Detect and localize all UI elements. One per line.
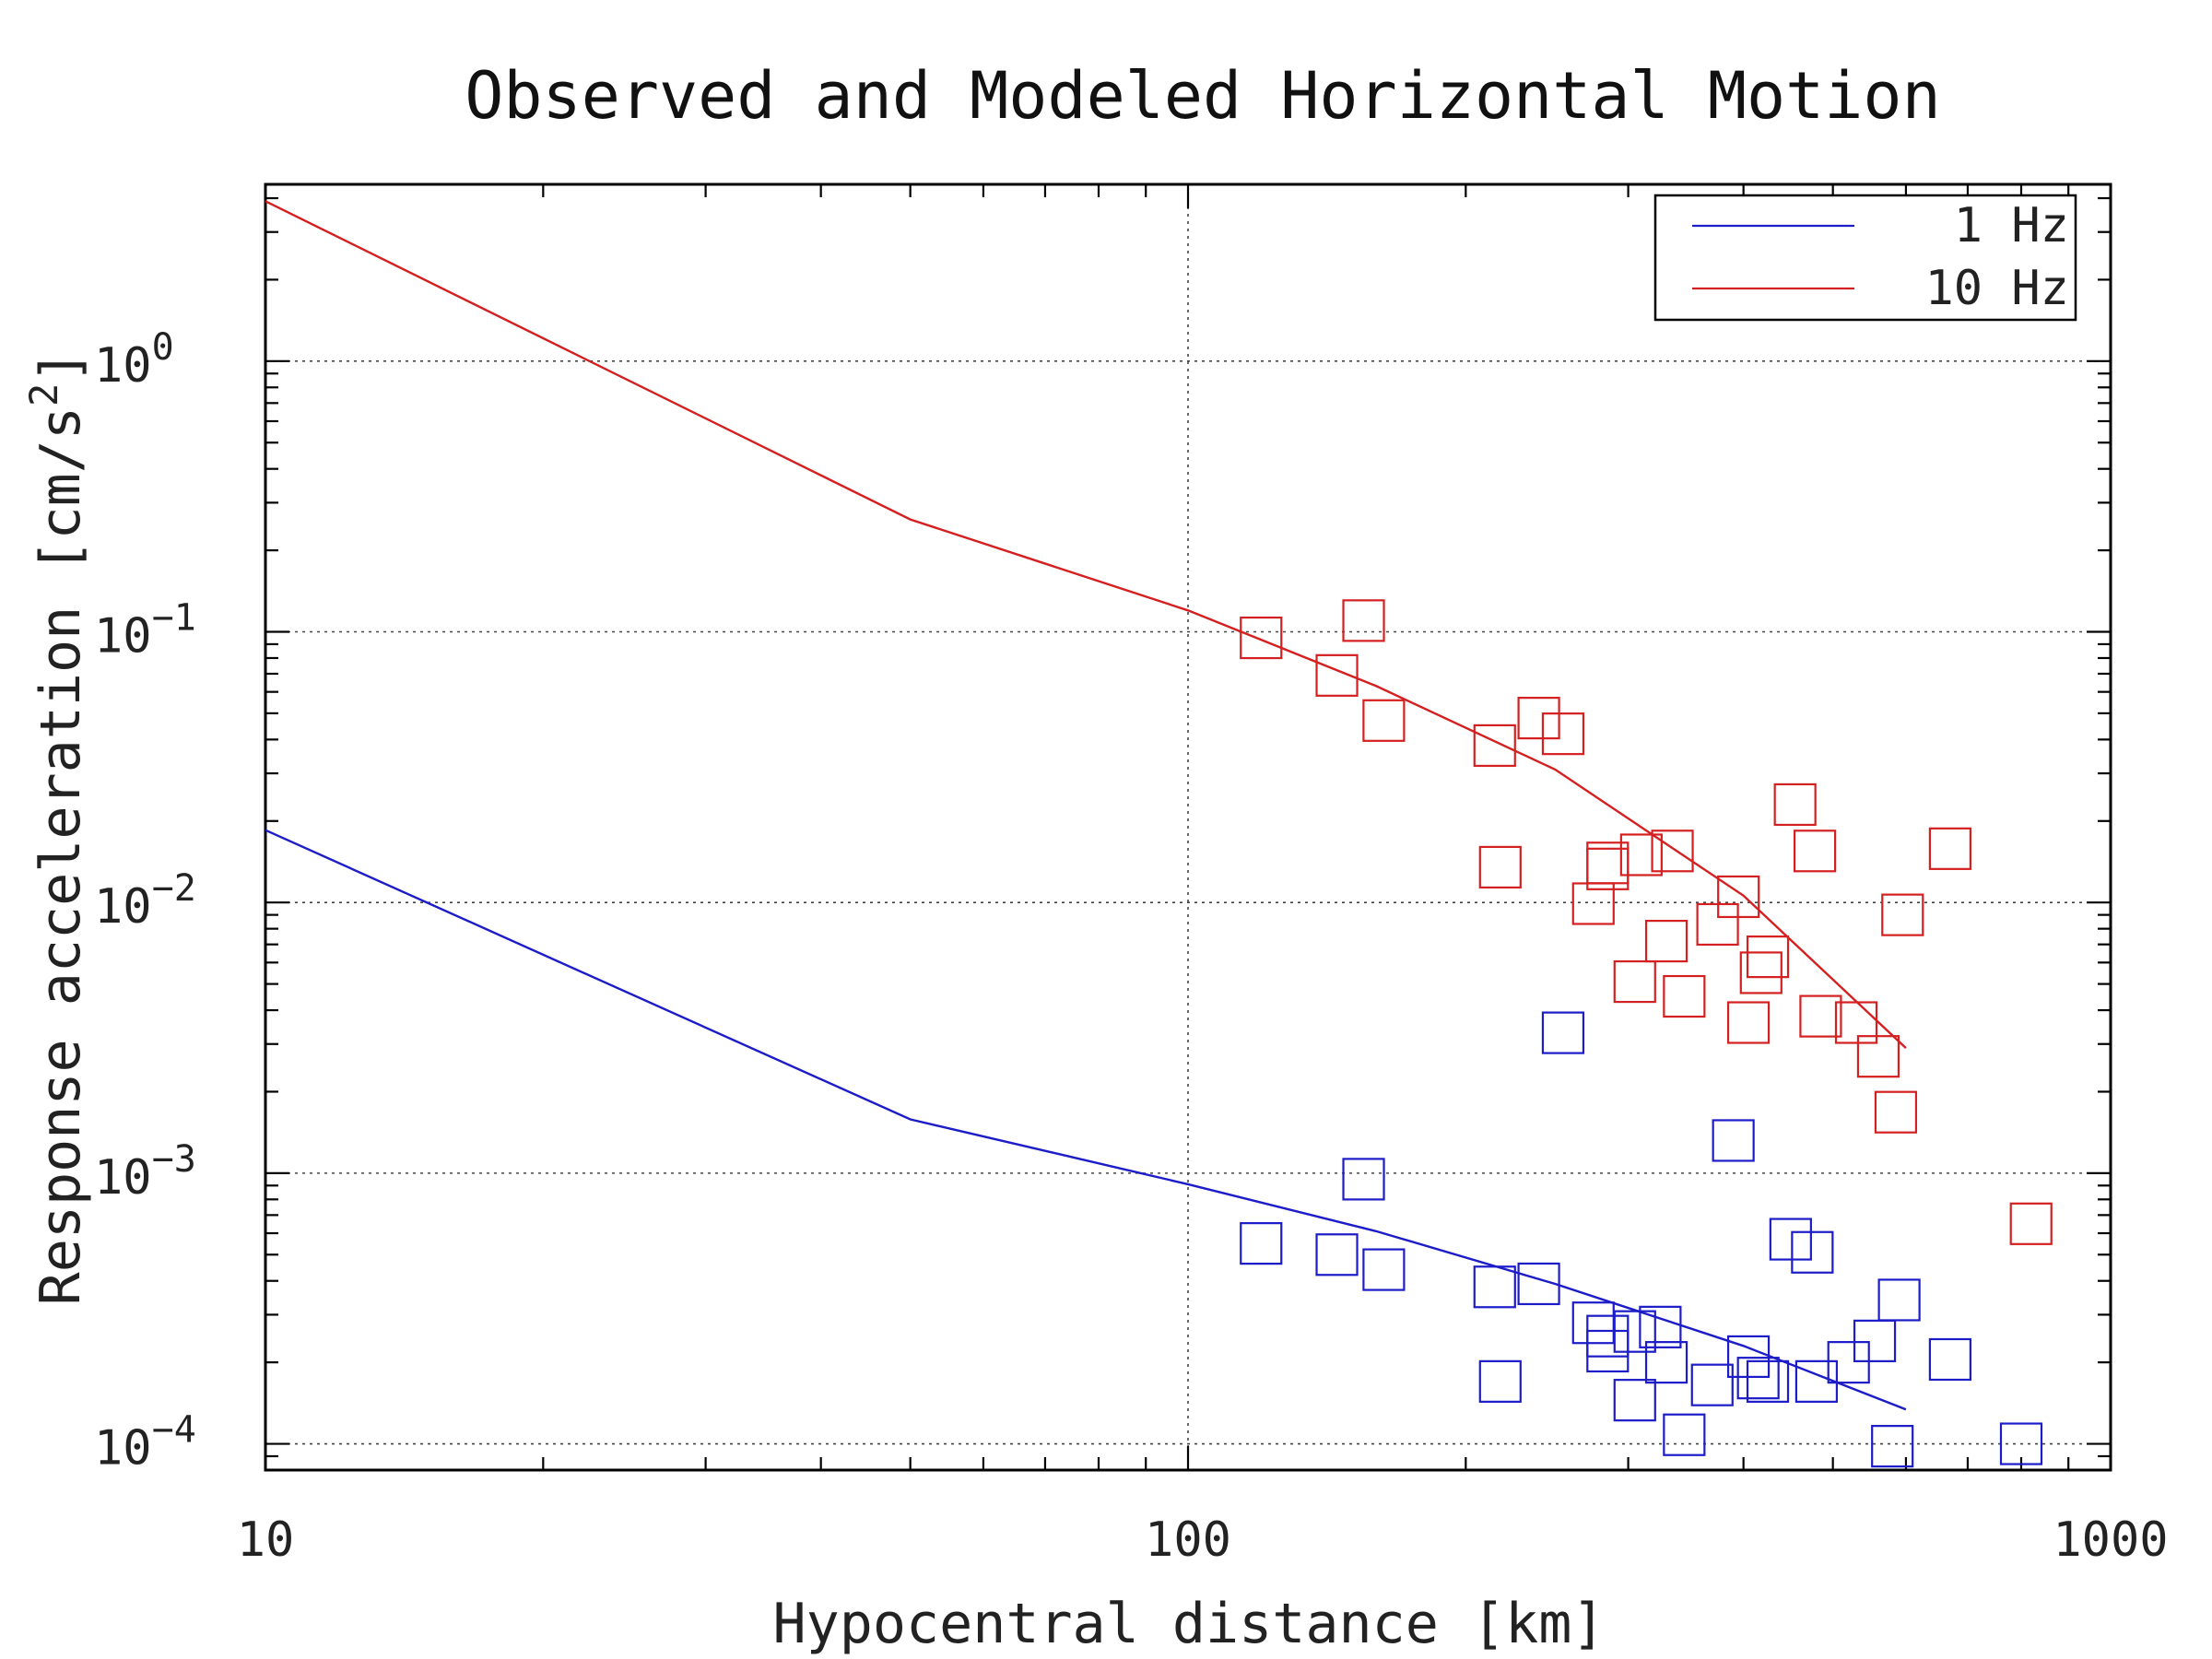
- observed-point-10hz: [1928, 827, 1972, 870]
- y-axis-label-main: Response acceleration [cm/s: [29, 406, 93, 1305]
- observed-point-1hz: [1794, 1359, 1839, 1403]
- observed-point-10hz: [1644, 919, 1688, 963]
- legend: 1 Hz 10 Hz: [1653, 194, 2077, 322]
- series-1hz: [265, 829, 2043, 1468]
- observed-point-1hz: [1571, 1301, 1615, 1345]
- x-tick-labels: 10 100 1000: [237, 1512, 2169, 1568]
- observed-point-10hz: [1362, 699, 1406, 742]
- model-line-10hz: [265, 200, 1907, 1049]
- observed-point-10hz: [1856, 1035, 1900, 1078]
- observed-point-1hz: [1877, 1278, 1921, 1322]
- observed-point-10hz: [1315, 653, 1359, 697]
- observed-point-1hz: [1240, 1222, 1283, 1265]
- x-axis-label: Hypocentral distance [km]: [772, 1592, 1605, 1656]
- observed-point-1hz: [1342, 1158, 1385, 1201]
- observed-point-1hz: [1541, 1011, 1585, 1054]
- observed-point-1hz: [1791, 1230, 1834, 1274]
- legend-box: [1653, 194, 2077, 322]
- observed-point-10hz: [1834, 1001, 1878, 1044]
- observed-point-1hz: [1871, 1425, 1914, 1468]
- y-axis-label: Response acceleration [cm/s2]: [21, 350, 93, 1306]
- model-line-1hz: [265, 829, 1907, 1411]
- observed-point-1hz: [1746, 1359, 1790, 1403]
- observed-point-10hz: [1473, 724, 1516, 768]
- legend-label-1hz: 1 Hz: [1954, 198, 2069, 253]
- observed-point-10hz: [1794, 830, 1837, 873]
- x-tick-label: 1000: [2053, 1512, 2168, 1568]
- observed-point-1hz: [1639, 1305, 1682, 1348]
- observed-point-10hz: [1517, 697, 1560, 740]
- y-tick-labels: 100 10−1 10−2 10−3 10−4: [94, 326, 196, 1477]
- observed-point-1hz: [1999, 1422, 2043, 1465]
- observed-point-10hz: [1739, 951, 1783, 994]
- observed-point-1hz: [1315, 1233, 1359, 1277]
- y-tick-label: 100: [94, 326, 174, 394]
- observed-point-1hz: [1586, 1314, 1630, 1358]
- observed-point-1hz: [1362, 1248, 1406, 1291]
- y-tick-label: 10−4: [94, 1409, 196, 1477]
- y-tick-label: 10−2: [94, 867, 196, 935]
- series-10hz: [265, 200, 2053, 1245]
- observed-point-10hz: [1881, 893, 1924, 936]
- observed-point-1hz: [1712, 1119, 1755, 1162]
- observed-point-10hz: [1586, 841, 1630, 885]
- observed-point-1hz: [1517, 1262, 1560, 1306]
- x-tick-label: 100: [1145, 1512, 1231, 1568]
- observed-point-1hz: [1928, 1337, 1972, 1382]
- observed-point-1hz: [1663, 1413, 1706, 1456]
- y-axis-label-end: ]: [29, 350, 93, 383]
- observed-point-1hz: [1478, 1359, 1522, 1403]
- observed-point-10hz: [1874, 1090, 1918, 1134]
- observed-point-10hz: [1478, 845, 1522, 889]
- y-tick-label: 10−1: [94, 597, 196, 665]
- observed-point-1hz: [1644, 1341, 1688, 1384]
- x-tick-label: 10: [237, 1512, 295, 1568]
- observed-point-10hz: [1613, 959, 1656, 1004]
- observed-point-10hz: [1746, 935, 1790, 979]
- observed-point-1hz: [1613, 1310, 1656, 1353]
- observed-point-10hz: [1799, 994, 1842, 1038]
- chart-title: Observed and Modeled Horizontal Motion: [465, 58, 1940, 134]
- observed-point-10hz: [1717, 875, 1760, 919]
- observed-point-10hz: [1726, 1001, 1771, 1044]
- observed-point-10hz: [1541, 712, 1585, 756]
- observed-point-1hz: [1690, 1363, 1734, 1406]
- y-axis-label-superscript: 2: [21, 383, 66, 406]
- data-series: [265, 200, 2053, 1468]
- observed-point-10hz: [2009, 1202, 2053, 1245]
- observed-point-1hz: [1827, 1341, 1870, 1384]
- y-tick-label: 10−3: [94, 1138, 196, 1206]
- observed-point-1hz: [1473, 1265, 1516, 1309]
- observed-point-1hz: [1769, 1218, 1812, 1261]
- observed-point-10hz: [1619, 833, 1663, 877]
- observed-point-1hz: [1853, 1319, 1897, 1362]
- axis-ticks: [264, 184, 2112, 1472]
- observed-point-10hz: [1773, 782, 1817, 827]
- grid-lines: [265, 184, 2111, 1470]
- observed-point-1hz: [1736, 1357, 1780, 1400]
- observed-point-10hz: [1240, 616, 1283, 660]
- observed-point-10hz: [1663, 974, 1706, 1018]
- observed-point-1hz: [1613, 1379, 1656, 1422]
- legend-label-10hz: 10 Hz: [1924, 261, 2069, 316]
- observed-point-10hz: [1651, 830, 1694, 873]
- observed-point-10hz: [1342, 599, 1385, 642]
